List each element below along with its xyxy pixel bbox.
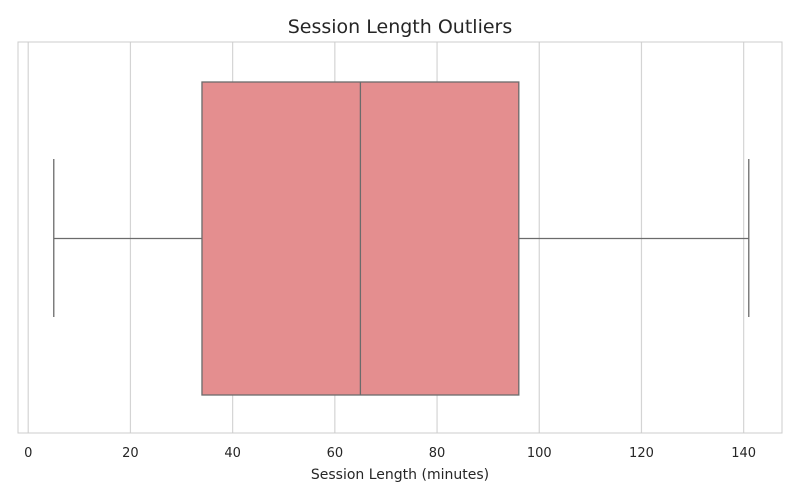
chart-title: Session Length Outliers bbox=[288, 16, 513, 38]
x-tick-label-0: 0 bbox=[24, 446, 32, 461]
box-plot bbox=[53, 81, 750, 396]
x-tick-label-100: 100 bbox=[527, 446, 552, 461]
x-tick-label-140: 140 bbox=[731, 446, 756, 461]
x-tick-label-20: 20 bbox=[122, 446, 139, 461]
x-tick-label-80: 80 bbox=[429, 446, 446, 461]
x-tick-label-60: 60 bbox=[327, 446, 344, 461]
x-axis-label: Session Length (minutes) bbox=[311, 467, 489, 483]
x-tick-labels: 0 20 40 60 80 100 120 140 bbox=[24, 446, 756, 461]
plot-frame bbox=[17, 41, 783, 434]
x-tick-label-40: 40 bbox=[224, 446, 241, 461]
x-tick-label-120: 120 bbox=[629, 446, 654, 461]
